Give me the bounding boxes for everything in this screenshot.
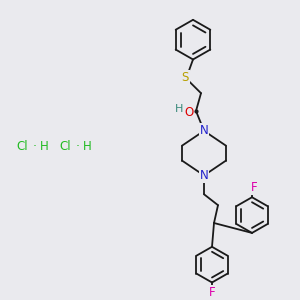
Text: ·: ·	[76, 140, 80, 153]
Text: H: H	[40, 140, 48, 153]
Text: H: H	[175, 104, 183, 114]
Text: Cl: Cl	[59, 140, 71, 153]
Text: F: F	[209, 286, 215, 299]
Text: O: O	[184, 106, 194, 119]
Text: F: F	[251, 181, 257, 194]
Text: Cl: Cl	[16, 140, 28, 153]
Text: H: H	[82, 140, 91, 153]
Text: N: N	[200, 169, 208, 182]
Text: S: S	[181, 71, 189, 84]
Text: N: N	[200, 124, 208, 137]
Text: ·: ·	[33, 140, 37, 153]
